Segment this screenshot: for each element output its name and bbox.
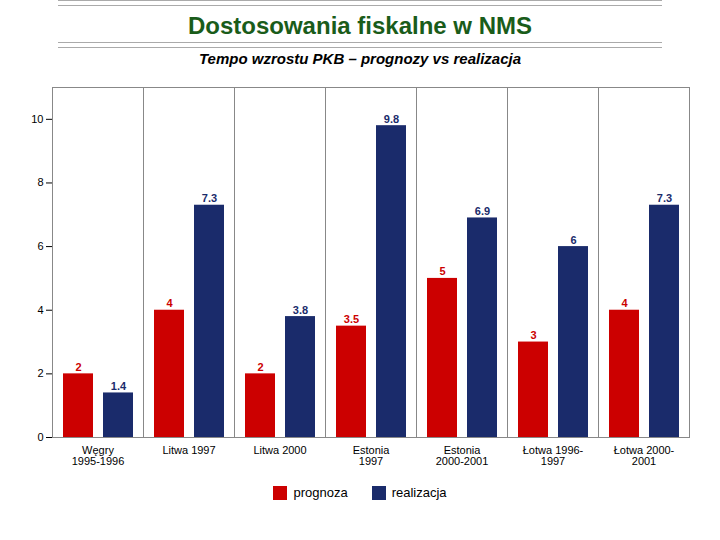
html-text:realizacja: realizacja bbox=[391, 485, 447, 500]
svg-text:7.3: 7.3 bbox=[657, 192, 672, 204]
svg-text:2: 2 bbox=[37, 367, 43, 379]
svg-text:Litwa 1997: Litwa 1997 bbox=[162, 444, 215, 456]
svg-text:Litwa 2000: Litwa 2000 bbox=[253, 444, 306, 456]
svg-text:9.8: 9.8 bbox=[384, 113, 399, 125]
svg-text:2: 2 bbox=[75, 361, 81, 373]
svg-text:6: 6 bbox=[570, 234, 576, 246]
html-text:Dostosowania fiskalne w NMS: Dostosowania fiskalne w NMS bbox=[188, 12, 532, 39]
svg-text:2: 2 bbox=[257, 361, 263, 373]
svg-text:5: 5 bbox=[439, 265, 445, 277]
svg-text:8: 8 bbox=[37, 176, 43, 188]
svg-text:Węgry1995-1996: Węgry1995-1996 bbox=[72, 444, 125, 467]
svg-text:4: 4 bbox=[166, 297, 173, 309]
svg-text:3.5: 3.5 bbox=[344, 313, 359, 325]
svg-text:Łotwa 1996-1997: Łotwa 1996-1997 bbox=[523, 444, 584, 467]
svg-text:Łotwa 2000-2001: Łotwa 2000-2001 bbox=[614, 444, 675, 467]
svg-text:3: 3 bbox=[530, 329, 536, 341]
svg-text:4: 4 bbox=[37, 304, 43, 316]
svg-text:Estonia2000-2001: Estonia2000-2001 bbox=[436, 444, 489, 467]
svg-text:6.9: 6.9 bbox=[475, 205, 490, 217]
svg-text:10: 10 bbox=[31, 113, 43, 125]
svg-text:7.3: 7.3 bbox=[202, 192, 217, 204]
html-text:Tempo wzrostu PKB – prognozy v: Tempo wzrostu PKB – prognozy vs realizac… bbox=[199, 50, 521, 67]
svg-text:1.4: 1.4 bbox=[111, 380, 127, 392]
html-text:prognoza: prognoza bbox=[293, 485, 348, 500]
svg-text:3.8: 3.8 bbox=[293, 304, 308, 316]
svg-text:6: 6 bbox=[37, 240, 43, 252]
svg-text:4: 4 bbox=[621, 297, 628, 309]
svg-text:0: 0 bbox=[37, 431, 43, 443]
svg-text:Estonia1997: Estonia1997 bbox=[353, 444, 391, 467]
